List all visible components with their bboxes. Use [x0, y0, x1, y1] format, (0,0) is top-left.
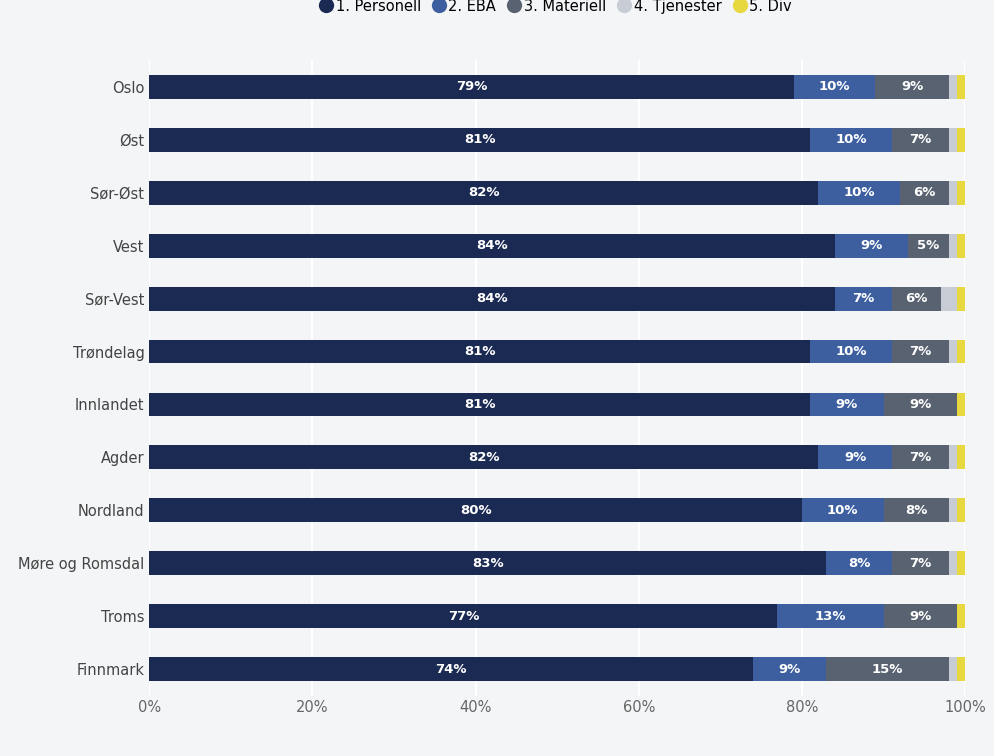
Bar [834, 234, 908, 258]
Text: 9%: 9% [843, 451, 865, 464]
Bar [149, 339, 809, 364]
Bar [149, 445, 817, 469]
Bar [948, 551, 956, 575]
Text: 82%: 82% [467, 451, 499, 464]
Bar [793, 75, 875, 99]
Text: 8%: 8% [847, 556, 870, 570]
Bar [948, 234, 956, 258]
Bar [809, 392, 883, 417]
Bar [834, 287, 891, 311]
Text: 9%: 9% [835, 398, 857, 411]
Bar [826, 657, 948, 681]
Bar [956, 392, 964, 417]
Bar [817, 181, 899, 205]
Bar [809, 339, 891, 364]
Bar [956, 551, 964, 575]
Text: 15%: 15% [871, 662, 903, 676]
Bar [149, 181, 817, 205]
Bar [891, 551, 948, 575]
Text: 5%: 5% [916, 239, 938, 253]
Bar [956, 604, 964, 628]
Bar [149, 551, 826, 575]
Text: 81%: 81% [463, 345, 495, 358]
Bar [956, 128, 964, 152]
Bar [948, 128, 956, 152]
Text: 7%: 7% [909, 556, 930, 570]
Text: 9%: 9% [901, 80, 922, 94]
Bar [891, 445, 948, 469]
Text: 10%: 10% [818, 80, 850, 94]
Text: 7%: 7% [909, 451, 930, 464]
Bar [826, 551, 891, 575]
Bar [149, 392, 809, 417]
Bar [956, 657, 964, 681]
Text: 9%: 9% [860, 239, 882, 253]
Bar [956, 75, 964, 99]
Bar [956, 445, 964, 469]
Text: 83%: 83% [471, 556, 503, 570]
Text: 7%: 7% [909, 133, 930, 147]
Text: 9%: 9% [909, 398, 930, 411]
Bar [948, 657, 956, 681]
Bar [801, 498, 883, 522]
Bar [948, 75, 956, 99]
Bar [149, 75, 793, 99]
Text: 77%: 77% [447, 609, 478, 623]
Text: 82%: 82% [467, 186, 499, 200]
Bar [891, 287, 939, 311]
Bar [752, 657, 826, 681]
Bar [809, 128, 891, 152]
Text: 13%: 13% [814, 609, 846, 623]
Legend: 1. Personell, 2. EBA, 3. Materiell, 4. Tjenester, 5. Div: 1. Personell, 2. EBA, 3. Materiell, 4. T… [315, 0, 798, 22]
Bar [899, 181, 948, 205]
Text: 7%: 7% [851, 292, 874, 305]
Bar [891, 339, 948, 364]
Bar [908, 234, 948, 258]
Bar [149, 234, 834, 258]
Text: 10%: 10% [834, 133, 866, 147]
Bar [948, 339, 956, 364]
Text: 10%: 10% [826, 503, 858, 517]
Text: 10%: 10% [834, 345, 866, 358]
Bar [883, 392, 956, 417]
Bar [939, 287, 956, 311]
Text: 6%: 6% [912, 186, 934, 200]
Text: 81%: 81% [463, 133, 495, 147]
Bar [956, 181, 964, 205]
Bar [956, 498, 964, 522]
Text: 8%: 8% [905, 503, 926, 517]
Text: 81%: 81% [463, 398, 495, 411]
Bar [875, 75, 948, 99]
Bar [149, 657, 752, 681]
Text: 84%: 84% [476, 239, 507, 253]
Text: 79%: 79% [455, 80, 487, 94]
Bar [776, 604, 883, 628]
Bar [948, 445, 956, 469]
Text: 84%: 84% [476, 292, 507, 305]
Text: 10%: 10% [843, 186, 874, 200]
Bar [956, 339, 964, 364]
Text: 80%: 80% [459, 503, 491, 517]
Text: 7%: 7% [909, 345, 930, 358]
Bar [948, 498, 956, 522]
Bar [149, 128, 809, 152]
Text: 9%: 9% [778, 662, 800, 676]
Bar [948, 181, 956, 205]
Bar [956, 287, 964, 311]
Bar [149, 604, 776, 628]
Text: 9%: 9% [909, 609, 930, 623]
Bar [149, 287, 834, 311]
Bar [883, 498, 948, 522]
Bar [817, 445, 891, 469]
Bar [883, 604, 956, 628]
Bar [149, 498, 801, 522]
Text: 74%: 74% [435, 662, 466, 676]
Bar [956, 234, 964, 258]
Text: 6%: 6% [905, 292, 926, 305]
Bar [891, 128, 948, 152]
